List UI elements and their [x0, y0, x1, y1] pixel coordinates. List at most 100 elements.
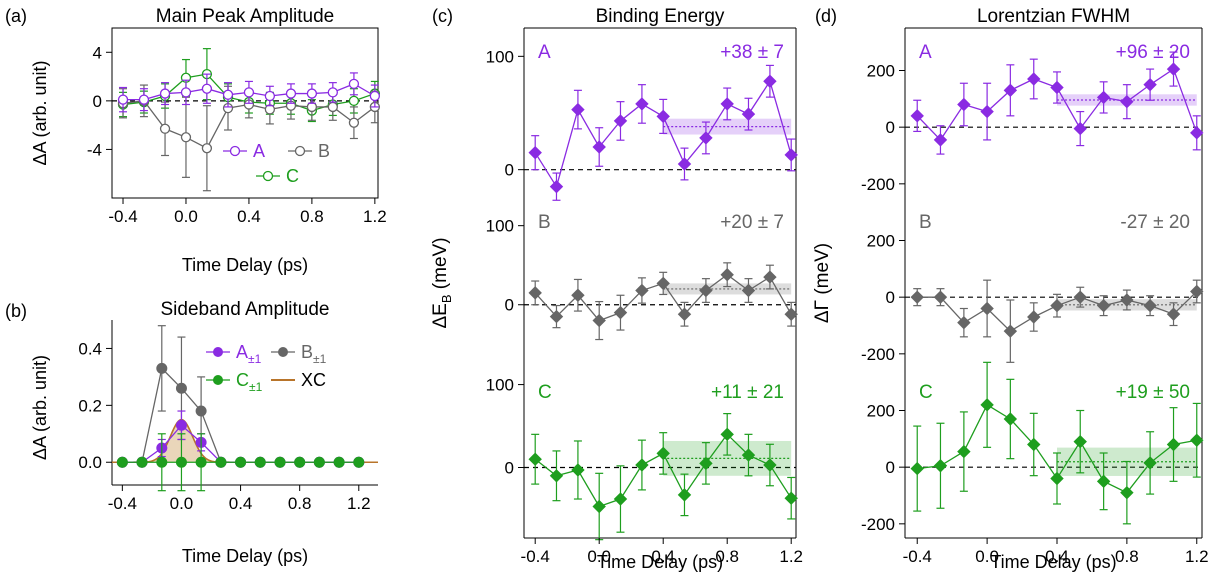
data-point-C	[156, 456, 168, 468]
data-point-A	[243, 87, 255, 98]
y-tick-label: -200	[861, 515, 895, 534]
data-point-A	[910, 109, 924, 123]
data-point-B	[1120, 293, 1134, 307]
legend-label-C: C±1	[236, 370, 263, 394]
data-point-A	[369, 90, 381, 102]
data-point-B	[1166, 307, 1181, 321]
y-tick-label: 0	[505, 459, 514, 478]
y-tick-label: 0	[886, 288, 895, 307]
data-point-B	[1096, 298, 1111, 313]
x-tick-label: 1.2	[1185, 547, 1209, 566]
data-point-B	[1143, 298, 1157, 313]
legend-marker	[262, 170, 274, 182]
y-tick-label: -200	[861, 175, 895, 194]
data-point-A	[699, 131, 713, 145]
y-axis-label-a: ΔA (arb. unit)	[30, 60, 50, 165]
data-point-C	[910, 461, 924, 476]
data-point-B	[1050, 298, 1064, 313]
y-tick-label: -4	[87, 140, 102, 159]
data-point-A	[222, 89, 234, 100]
x-tick-label: 0.8	[288, 494, 312, 513]
data-point-A	[327, 87, 338, 98]
data-point-B	[201, 143, 213, 154]
y-tick-label: 0	[93, 92, 102, 111]
average-annotation-A: +38 ± 7	[720, 42, 784, 63]
data-point-B	[348, 117, 360, 128]
data-point-C	[549, 469, 564, 483]
data-point-A	[571, 102, 585, 117]
y-tick-label: 200	[867, 232, 895, 251]
y-axis-label-d: ΔΓ (meV)	[812, 243, 833, 323]
data-point-B	[910, 290, 924, 304]
x-tick-label: 0.4	[237, 207, 261, 226]
data-point-A	[1050, 80, 1064, 95]
x-tick-label: 0.0	[587, 547, 611, 566]
plot-frame-a	[111, 27, 379, 199]
data-point-A	[763, 74, 777, 88]
data-point-A	[613, 114, 628, 128]
data-point-C	[933, 459, 948, 473]
data-point-A	[677, 157, 692, 171]
legend-label-B: B±1	[301, 342, 327, 366]
x-tick-label: 0.0	[170, 494, 194, 513]
x-axis-label-c: Time Delay (ps)	[597, 552, 723, 572]
data-point-B	[957, 315, 971, 330]
panel-label-d: (d)	[815, 6, 837, 26]
x-tick-label: 1.2	[347, 494, 371, 513]
data-point-A	[201, 83, 213, 94]
data-point-C	[571, 463, 585, 477]
data-point-B	[933, 290, 948, 304]
data-point-C	[1050, 471, 1064, 486]
legend-marker	[294, 145, 306, 157]
legend-marker	[229, 145, 241, 157]
panel-label-c: (c)	[432, 6, 453, 26]
panel-label-a: (a)	[5, 6, 27, 26]
legend-label-B: B	[318, 141, 330, 161]
y-tick-label: 4	[93, 43, 102, 62]
y-tick-label: 200	[867, 62, 895, 81]
y-tick-label: -200	[861, 345, 895, 364]
subpanel-label-C: C	[538, 382, 552, 403]
x-tick-label: 0.0	[174, 207, 198, 226]
data-point-A	[1120, 94, 1134, 109]
data-point-C	[784, 491, 798, 505]
data-point-A	[741, 107, 756, 121]
data-point-B	[549, 309, 564, 324]
data-point-C	[592, 499, 606, 514]
y-tick-label: 0.4	[78, 339, 102, 358]
y-tick-label: 0	[886, 118, 895, 137]
y-tick-label: 100	[486, 217, 514, 236]
data-point-B	[613, 305, 628, 320]
y-tick-label: 0	[505, 161, 514, 180]
data-point-A	[528, 145, 542, 160]
data-point-C	[1003, 412, 1018, 426]
data-point-B	[156, 362, 168, 374]
data-point-B	[528, 286, 542, 300]
y-tick-label: 100	[486, 47, 514, 66]
data-point-B	[1003, 324, 1018, 338]
y-tick-label: 0.0	[78, 453, 102, 472]
data-point-C	[235, 456, 247, 468]
data-point-B	[175, 382, 187, 394]
data-point-C	[195, 456, 207, 468]
average-annotation-C: +19 ± 50	[1116, 382, 1190, 403]
panel-label-b: (b)	[5, 301, 27, 321]
data-point-B	[720, 267, 734, 282]
data-point-A	[635, 97, 649, 111]
x-tick-label: 0.8	[715, 547, 739, 566]
data-point-A	[306, 88, 318, 99]
x-tick-label: 1.2	[363, 207, 387, 226]
data-point-C	[1096, 474, 1111, 489]
x-tick-label: 0.8	[1115, 547, 1139, 566]
y-tick-label: 0	[505, 296, 514, 315]
subpanel-label-B: B	[538, 212, 551, 233]
average-annotation-A: +96 ± 20	[1116, 42, 1190, 63]
subpanel-label-A: A	[919, 42, 932, 63]
data-point-C	[348, 95, 360, 107]
data-point-A	[933, 133, 948, 147]
data-point-A	[264, 90, 276, 102]
x-tick-label: 0.4	[229, 494, 253, 513]
legend-label-A: A±1	[236, 342, 262, 366]
data-point-A	[784, 148, 798, 162]
data-point-A	[117, 94, 129, 105]
